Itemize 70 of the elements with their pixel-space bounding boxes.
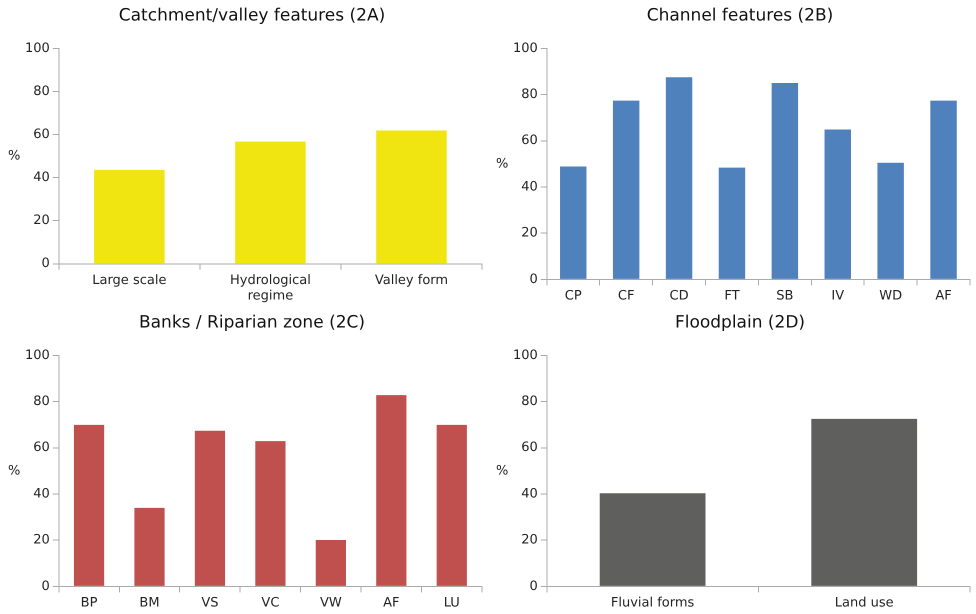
x-tick-label: VW xyxy=(320,596,342,611)
bar xyxy=(930,100,957,279)
y-tick-label: 100 xyxy=(512,40,538,56)
y-tick-label: 60 xyxy=(33,440,50,456)
x-tick-label: WD xyxy=(879,288,902,304)
y-tick-label: 40 xyxy=(33,170,50,186)
bar xyxy=(255,441,286,586)
x-tick-label: SB xyxy=(776,288,794,304)
x-tick-label: CF xyxy=(618,288,634,304)
y-tick-label: 0 xyxy=(530,272,538,287)
y-tick-label: 0 xyxy=(42,578,50,594)
y-tick-label: 20 xyxy=(521,532,538,548)
y-tick-label: 100 xyxy=(24,348,50,363)
bar xyxy=(376,130,447,264)
y-tick-label: 40 xyxy=(33,486,50,502)
x-tick-label: Hydrological regime xyxy=(230,272,311,304)
x-tick-label: AF xyxy=(383,596,400,611)
chart-title: Floodplain (2D) xyxy=(674,312,806,333)
bar xyxy=(94,170,165,264)
chart-title: Catchment/valley features (2A) xyxy=(118,6,386,26)
y-axis-title: % xyxy=(496,156,508,172)
y-tick-label: 40 xyxy=(521,486,538,502)
y-tick-label: 100 xyxy=(24,40,50,56)
y-axis-title: % xyxy=(496,463,508,478)
y-tick-label: 40 xyxy=(521,179,538,194)
x-tick-label: CP xyxy=(564,288,582,304)
x-tick-label: Land use xyxy=(834,596,894,611)
bar xyxy=(824,129,851,279)
bar xyxy=(666,77,692,279)
bar xyxy=(560,166,586,279)
bar xyxy=(194,430,226,586)
bar xyxy=(74,424,104,586)
y-tick-label: 100 xyxy=(512,348,538,363)
y-axis-title: % xyxy=(8,463,20,478)
y-tick-label: 20 xyxy=(33,532,50,548)
y-tick-label: 80 xyxy=(33,394,50,409)
x-tick-label: AF xyxy=(935,288,952,304)
y-tick-label: 60 xyxy=(521,440,538,456)
y-tick-label: 0 xyxy=(530,578,538,594)
y-tick-label: 20 xyxy=(33,213,50,228)
bar xyxy=(718,168,746,279)
y-tick-label: 20 xyxy=(521,226,538,241)
y-tick-label: 80 xyxy=(521,86,538,102)
bar xyxy=(235,142,306,264)
chart-title: Banks / Riparian zone (2C) xyxy=(138,312,366,333)
bar xyxy=(316,540,346,586)
x-tick-label: Large scale xyxy=(92,272,166,288)
x-tick-label: VS xyxy=(201,596,219,611)
x-tick-label: BP xyxy=(80,596,98,611)
x-tick-label: CD xyxy=(670,288,689,304)
bar xyxy=(772,83,798,279)
bar xyxy=(376,395,406,586)
x-tick-label: FT xyxy=(724,288,740,304)
bar xyxy=(436,424,467,586)
y-tick-label: 80 xyxy=(521,394,538,409)
y-tick-label: 60 xyxy=(521,133,538,148)
y-tick-label: 0 xyxy=(42,256,50,272)
y-tick-label: 60 xyxy=(33,126,50,142)
x-tick-label: Valley form xyxy=(374,272,448,288)
x-tick-label: IV xyxy=(831,288,844,304)
y-tick-label: 80 xyxy=(33,84,50,99)
x-tick-label: VC xyxy=(261,596,280,611)
bar xyxy=(134,508,165,586)
bar xyxy=(877,162,904,279)
x-tick-label: LU xyxy=(444,596,460,611)
y-axis-title: % xyxy=(8,148,20,164)
x-tick-label: BM xyxy=(139,596,160,611)
chart-title: Channel features (2B) xyxy=(646,6,834,26)
bar xyxy=(612,100,640,279)
x-tick-label: Fluvial forms xyxy=(610,596,695,611)
